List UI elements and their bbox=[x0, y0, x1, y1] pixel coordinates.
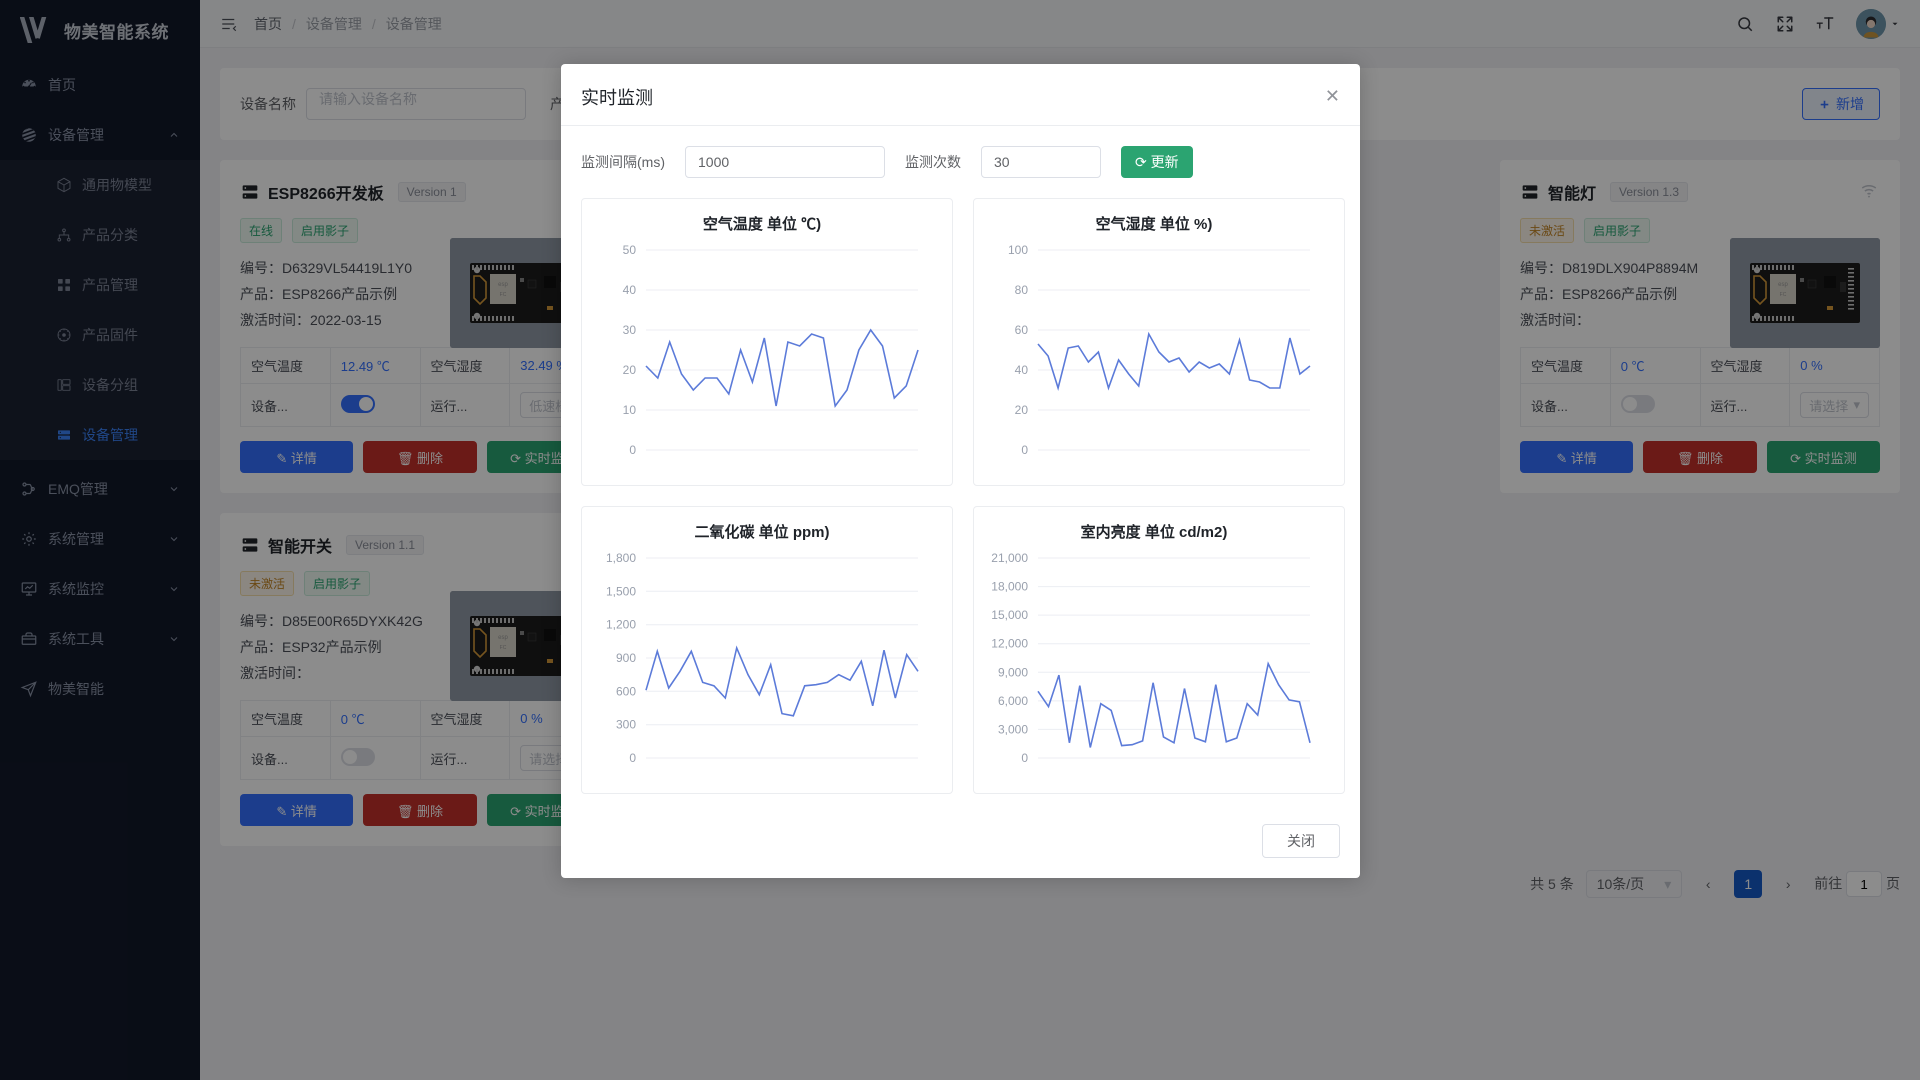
svg-text:0: 0 bbox=[629, 751, 636, 765]
svg-text:0: 0 bbox=[1021, 443, 1028, 457]
svg-text:40: 40 bbox=[623, 283, 637, 297]
svg-text:600: 600 bbox=[616, 684, 636, 698]
svg-text:18,000: 18,000 bbox=[991, 580, 1028, 594]
svg-text:20: 20 bbox=[623, 363, 637, 377]
svg-text:0: 0 bbox=[629, 443, 636, 457]
svg-text:9,000: 9,000 bbox=[998, 665, 1028, 679]
svg-text:12,000: 12,000 bbox=[991, 637, 1028, 651]
svg-text:50: 50 bbox=[623, 243, 637, 257]
svg-text:10: 10 bbox=[623, 403, 637, 417]
svg-text:3,000: 3,000 bbox=[998, 722, 1028, 736]
svg-text:15,000: 15,000 bbox=[991, 608, 1028, 622]
svg-text:1,500: 1,500 bbox=[606, 584, 636, 598]
svg-text:1,800: 1,800 bbox=[606, 551, 636, 565]
svg-text:80: 80 bbox=[1015, 283, 1029, 297]
svg-text:6,000: 6,000 bbox=[998, 694, 1028, 708]
svg-text:30: 30 bbox=[623, 323, 637, 337]
svg-text:1,200: 1,200 bbox=[606, 618, 636, 632]
svg-text:900: 900 bbox=[616, 651, 636, 665]
svg-text:60: 60 bbox=[1015, 323, 1029, 337]
svg-text:40: 40 bbox=[1015, 363, 1029, 377]
svg-text:0: 0 bbox=[1021, 751, 1028, 765]
svg-text:300: 300 bbox=[616, 718, 636, 732]
svg-text:21,000: 21,000 bbox=[991, 551, 1028, 565]
svg-text:100: 100 bbox=[1008, 243, 1028, 257]
svg-text:20: 20 bbox=[1015, 403, 1029, 417]
